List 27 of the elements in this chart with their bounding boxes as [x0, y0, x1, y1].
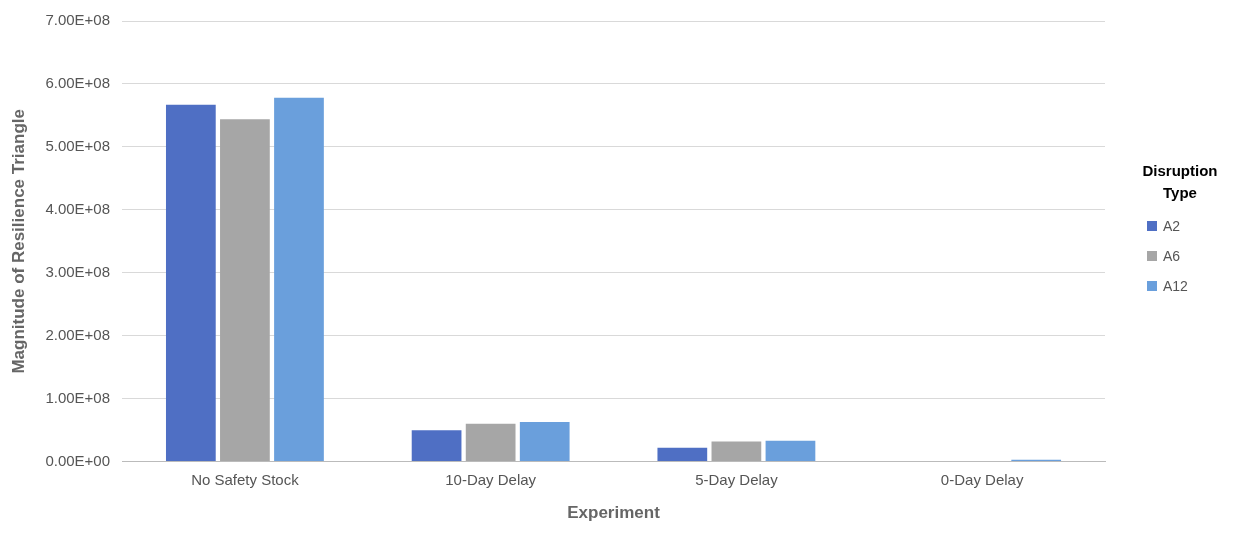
- y-tick-label: 0.00E+00: [45, 451, 111, 469]
- x-tick-label: No Safety Stock: [191, 470, 300, 488]
- bar: [711, 441, 762, 462]
- legend-label: A12: [1163, 278, 1188, 294]
- y-tick-label: 5.00E+08: [45, 137, 111, 155]
- bar: [411, 430, 462, 462]
- bar: [274, 97, 324, 462]
- x-tick-label: 10-Day Delay: [445, 470, 537, 488]
- bar: [165, 104, 216, 462]
- y-axis-title: Magnitude of Resilience Triangle: [8, 109, 28, 374]
- bar: [519, 421, 570, 462]
- legend-label: A2: [1163, 218, 1181, 234]
- y-tick-label: 2.00E+08: [45, 325, 111, 343]
- y-tick-label: 1.00E+08: [45, 388, 111, 406]
- x-tick-label: 0-Day Delay: [940, 470, 1024, 488]
- bar: [765, 440, 816, 462]
- legend-label: A6: [1163, 248, 1181, 264]
- y-tick-label: 4.00E+08: [45, 199, 111, 217]
- y-tick-label: 3.00E+08: [45, 262, 111, 280]
- x-axis-title: Experiment: [567, 503, 661, 523]
- bar: [465, 423, 516, 462]
- y-tick-label: 6.00E+08: [45, 74, 111, 92]
- bar: [657, 447, 708, 462]
- x-tick-label: 5-Day Delay: [695, 470, 779, 488]
- legend-title: Disruption Type: [1141, 161, 1219, 203]
- bar: [220, 119, 270, 462]
- y-tick-label: 7.00E+08: [45, 11, 111, 29]
